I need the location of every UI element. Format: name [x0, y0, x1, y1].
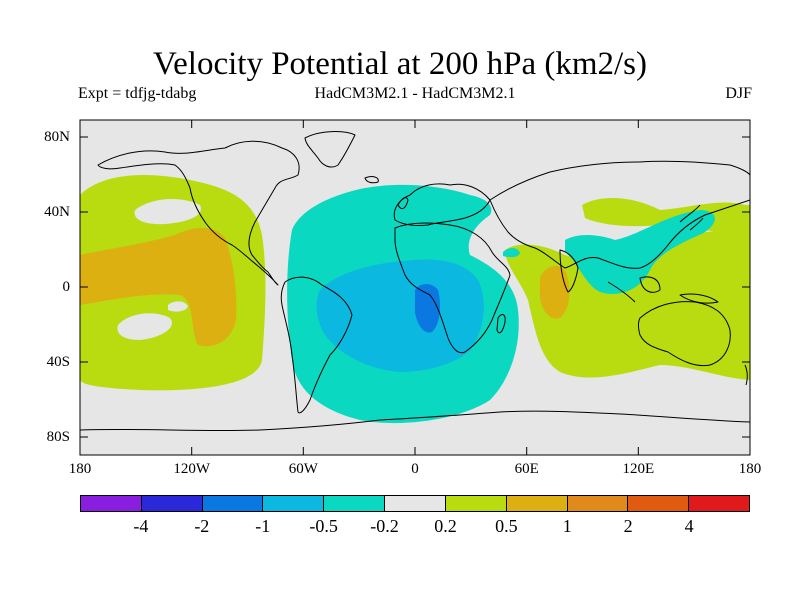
coastlines — [80, 131, 750, 432]
colorbar-swatch — [324, 496, 386, 511]
coastline-north-america — [97, 140, 300, 286]
contour-region-indian-ocean-strong — [539, 266, 570, 319]
coastline-africa — [394, 222, 511, 354]
y-tick-label: 80S — [46, 429, 70, 445]
colorbar-swatch — [81, 496, 142, 511]
coastline-uk — [397, 197, 409, 210]
contour-region-west-pacific-negative — [565, 210, 715, 294]
colorbar-swatch — [628, 496, 690, 511]
coastline-sumatra — [607, 281, 636, 303]
colorbar-label: -1 — [255, 516, 271, 536]
coastline-borneo — [639, 276, 661, 293]
coastline-iceland — [364, 176, 379, 184]
colorbar-label: 1 — [562, 516, 572, 536]
contour-fill-layer — [80, 175, 750, 424]
colorbar-label: 4 — [684, 516, 694, 536]
colorbar-label: 0.2 — [434, 516, 457, 536]
contour-region-africa-negative — [316, 259, 484, 372]
coastline-madagascar — [496, 314, 506, 334]
coastline-south-america — [280, 276, 353, 414]
y-tick-label: 0 — [62, 279, 71, 295]
colorbar-swatch — [506, 496, 568, 511]
coastline-asia — [489, 160, 750, 269]
colorbar-label: -0.2 — [370, 516, 399, 536]
x-tick-label: 0 — [411, 461, 419, 477]
chart-title: Velocity Potential at 200 hPa (km2/s) — [152, 46, 648, 82]
contour-hole-small — [168, 301, 188, 312]
x-tick-label: 180 — [68, 461, 92, 477]
experiment-label: Expt = tdfjg-tdabg — [78, 85, 197, 102]
coastline-antarctica — [80, 410, 750, 432]
contour-hole-south — [117, 313, 172, 340]
x-tick-label: 120W — [173, 461, 211, 477]
model-label: HadCM3M2.1 - HadCM3M2.1 — [314, 85, 516, 102]
x-tick-label: 180 — [738, 461, 762, 477]
colorbar-swatch — [567, 496, 629, 511]
x-tick-label: 60E — [514, 461, 539, 477]
y-tick-label: 40S — [46, 354, 70, 370]
colorbar — [80, 495, 750, 512]
axis-ticks — [80, 120, 750, 455]
colorbar-label: -2 — [194, 516, 210, 536]
coastline-australia — [638, 301, 731, 367]
colorbar-swatch — [385, 496, 446, 511]
coastline-japan — [679, 204, 704, 231]
colorbar-swatch — [202, 496, 264, 511]
colorbar-label: -0.5 — [309, 516, 338, 536]
y-tick-label: 40N — [44, 204, 70, 220]
coastline-india — [559, 249, 579, 293]
colorbar-label: 2 — [623, 516, 633, 536]
colorbar-swatch — [445, 496, 507, 511]
colorbar-label: 0.5 — [495, 516, 518, 536]
x-tick-label: 120E — [622, 461, 655, 477]
coastline-new-zealand — [744, 364, 748, 386]
contour-region-east-pacific-strong — [80, 227, 237, 347]
coastline-greenland — [304, 131, 356, 168]
contour-hole-north — [134, 198, 201, 225]
colorbar-swatch — [689, 496, 749, 511]
contour-region-congo-core — [415, 284, 440, 333]
coastline-new-guinea — [679, 293, 719, 304]
y-tick-label: 80N — [44, 129, 70, 145]
colorbar-label: -4 — [133, 516, 149, 536]
x-tick-label: 60W — [288, 461, 318, 477]
season-label: DJF — [725, 85, 752, 102]
colorbar-swatch — [141, 496, 203, 511]
contour-region-arabian-negative — [503, 247, 520, 258]
colorbar-swatch — [263, 496, 325, 511]
